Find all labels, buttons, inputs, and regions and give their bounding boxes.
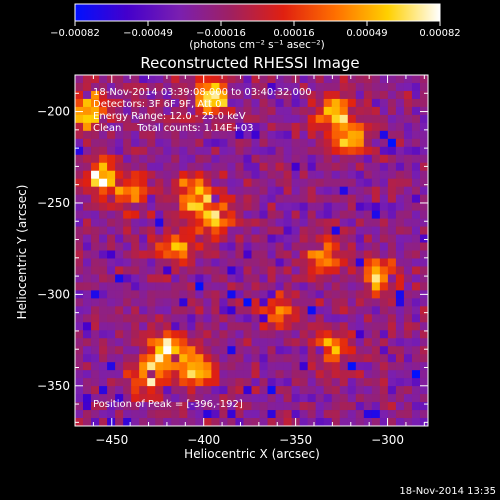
colorbar-tick-label: −0.00049 [123, 28, 173, 39]
x-tick-label: −350 [279, 433, 312, 447]
colorbar [74, 3, 441, 22]
annotation-energy-range: Energy Range: 12.0 - 25.0 keV [93, 111, 246, 122]
y-tick-label: −300 [37, 287, 70, 301]
colorbar-unit-label: (photons cm⁻² s⁻¹ asec⁻²) [189, 39, 324, 51]
colorbar-ticks: −0.00082 −0.00049 −0.00016 0.00016 0.00049 0.… [50, 21, 461, 39]
annotation-detectors: Detectors: 3F 6F 9F, Att 0 [93, 99, 221, 110]
x-tick-label: −300 [371, 433, 404, 447]
colorbar-tick-label: −0.00082 [50, 28, 100, 39]
colorbar-tick-label: 0.00049 [346, 28, 387, 39]
footer-timestamp: 18-Nov-2014 13:35 [399, 486, 496, 497]
y-tick-label: −250 [37, 196, 70, 210]
annotation-time-range: 18-Nov-2014 03:39:08.000 to 03:40:32.000 [93, 87, 312, 98]
x-tick-label: −400 [187, 433, 220, 447]
annotations: 18-Nov-2014 03:39:08.000 to 03:40:32.000… [93, 87, 312, 410]
heatmap-image [75, 75, 429, 427]
y-tick-label: −350 [37, 379, 70, 393]
colorbar-tick-label: 0.00082 [419, 28, 460, 39]
chart-title: Reconstructed RHESSI Image [140, 54, 359, 72]
axis-ticks: −450 −400 −350 −300 −350 −300 −250 −200 [37, 74, 428, 447]
x-axis-label: Heliocentric X (arcsec) [184, 447, 320, 461]
y-axis-label: Heliocentric Y (arcsec) [15, 185, 29, 320]
annotation-peak-position: Position of Peak = [-396,-192] [93, 399, 243, 410]
colorbar-tick-label: −0.00016 [196, 28, 246, 39]
y-tick-label: −200 [37, 105, 70, 119]
x-tick-label: −450 [95, 433, 128, 447]
annotation-total-counts: Clean Total counts: 1.14E+03 [93, 123, 253, 134]
plot-frame [74, 74, 429, 427]
colorbar-tick-label: 0.00016 [273, 28, 314, 39]
